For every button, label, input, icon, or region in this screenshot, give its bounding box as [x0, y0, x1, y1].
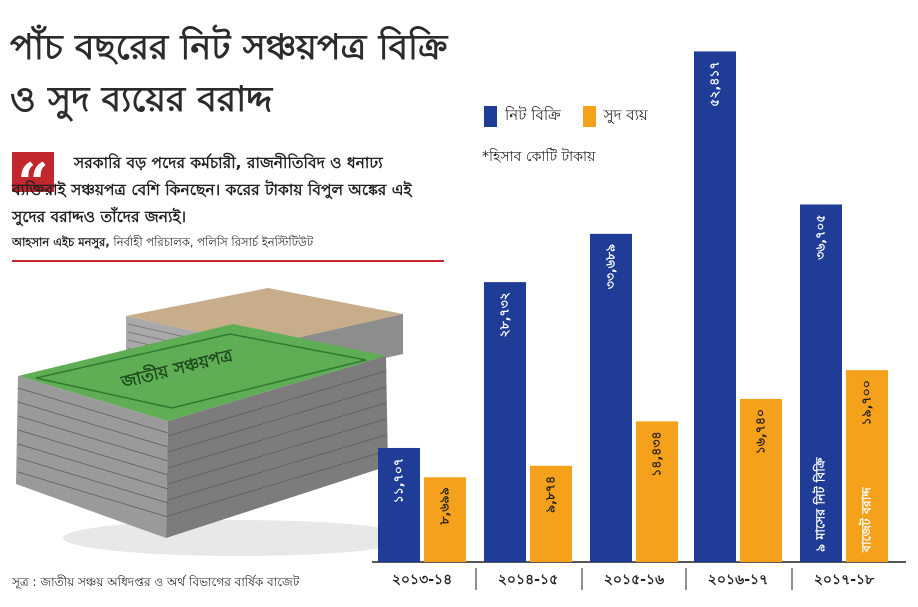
bar-net-sales-4	[800, 204, 842, 562]
bar-annotation-interest-4: বাজেট বরাদ্দ	[858, 486, 874, 553]
bar-value-label-interest-1: ৯,৮৭৪	[543, 476, 558, 513]
quote-author-role: নির্বাহী পরিচালক, পলিসি রিসার্চ ইনস্টিটি…	[109, 235, 314, 249]
legend-label-net-sales: নিট বিক্রি	[505, 106, 561, 124]
bar-value-label-net-sales-0: ১১,৭০৭	[391, 458, 406, 503]
chart-title: পাঁচ বছরের নিট সঞ্চয়পত্র বিক্রি ও সুদ ব…	[10, 28, 448, 120]
x-tick-label-3: ২০১৬-১৭	[708, 572, 768, 588]
bar-net-sales-2	[590, 233, 632, 563]
bar-annotation-net-sales-4: ৯ মাসের নিট বিক্রি	[812, 456, 828, 552]
quote-text: সরকারি বড় পদের কর্মচারী, রাজনীতিবিদ ও ধ…	[12, 154, 412, 226]
bar-value-label-interest-3: ১৬,৭৪০	[753, 409, 768, 454]
x-tick-label-4: ২০১৭-১৮	[814, 572, 875, 588]
bar-value-label-net-sales-3: ৫২,৪১৭	[707, 61, 722, 106]
bar-interest-0	[424, 477, 466, 562]
bar-value-label-interest-0: ৮,৬৯৯	[437, 487, 452, 525]
x-tick-label-0: ২০১৩-১৪	[392, 572, 452, 588]
unit-note: *হিসাব কোটি টাকায়	[482, 149, 596, 165]
legend-swatch-net-sales	[484, 106, 497, 127]
quote-author-name: আহসান এইচ মনসুর,	[12, 235, 110, 249]
source-note: সূত্র : জাতীয় সঞ্চয় অধিদপ্তর ও অর্থ বি…	[12, 575, 300, 589]
bar-value-label-net-sales-1: ২৮,৭৩২	[497, 292, 512, 337]
bar-net-sales-0	[378, 447, 420, 562]
bar-value-label-net-sales-4: ৩৬,৭০৫	[813, 214, 828, 259]
bar-net-sales-1	[484, 282, 526, 562]
quote-author: আহসান এইচ মনসুর, নির্বাহী পরিচালক, পলিসি…	[12, 234, 313, 253]
divider	[12, 260, 444, 262]
bar-interest-1	[530, 465, 572, 562]
bar-value-label-interest-4: ১৯,৭০০	[859, 380, 874, 425]
bar-value-label-net-sales-2: ৩৩,৬৮৯	[603, 244, 618, 289]
bar-net-sales-3	[694, 51, 736, 563]
legend-swatch-interest	[582, 106, 596, 127]
bar-interest-2	[636, 421, 678, 562]
x-tick-label-1: ২০১৪-১৫	[498, 572, 558, 588]
x-tick-label-2: ২০১৫-১৬	[604, 572, 664, 588]
legend: নিট বিক্রি সুদ ব্যয়	[484, 104, 670, 129]
bar-interest-4	[846, 370, 888, 562]
savings-certificate-stack-illustration: জাতীয় সঞ্চয়পত্র	[16, 288, 408, 556]
bar-interest-3	[740, 398, 782, 562]
legend-label-interest: সুদ ব্যয়	[603, 106, 648, 124]
bar-value-label-interest-2: ১৪,৪৩৪	[649, 431, 664, 476]
